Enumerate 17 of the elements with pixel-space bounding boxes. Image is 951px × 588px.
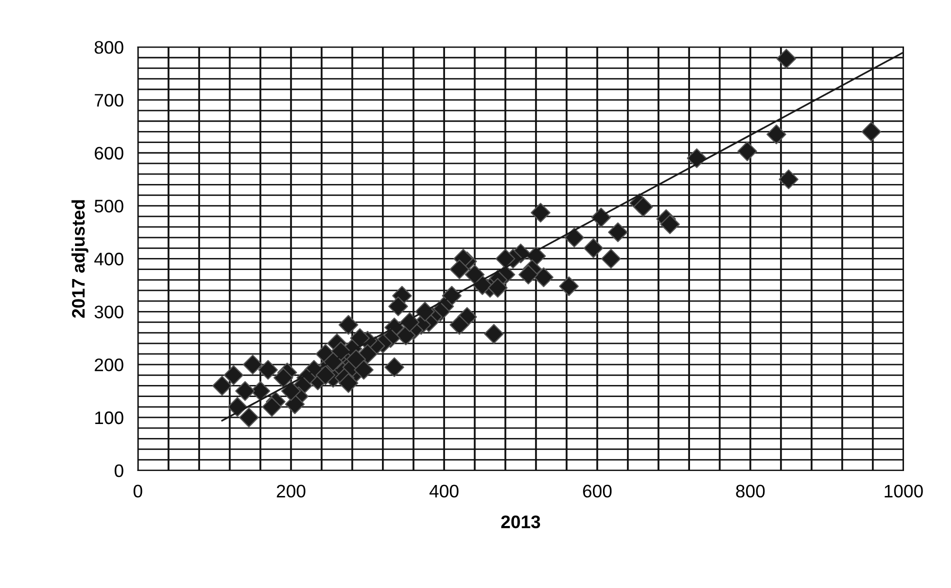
y-tick-label: 600 [94,146,124,160]
x-tick-label: 1000 [884,484,923,498]
x-tick-label: 600 [583,484,612,498]
x-tick-label: 0 [134,484,142,498]
y-tick-label: 0 [114,464,124,478]
y-tick-label: 200 [94,358,124,372]
y-tick-label: 700 [94,94,124,107]
y-tick-label: 500 [94,200,124,213]
x-tick-label: 800 [736,484,765,498]
y-tick-label: 400 [94,252,124,266]
y-tick-label: 800 [94,40,124,54]
y-tick-label: 100 [95,411,124,424]
x-tick-label: 200 [276,484,306,498]
x-tick-label: 400 [429,484,458,498]
x-axis-title: 2013 [501,515,540,528]
y-tick-label: 300 [94,306,124,318]
y-axis-title: 2017 adjusted [72,200,88,318]
